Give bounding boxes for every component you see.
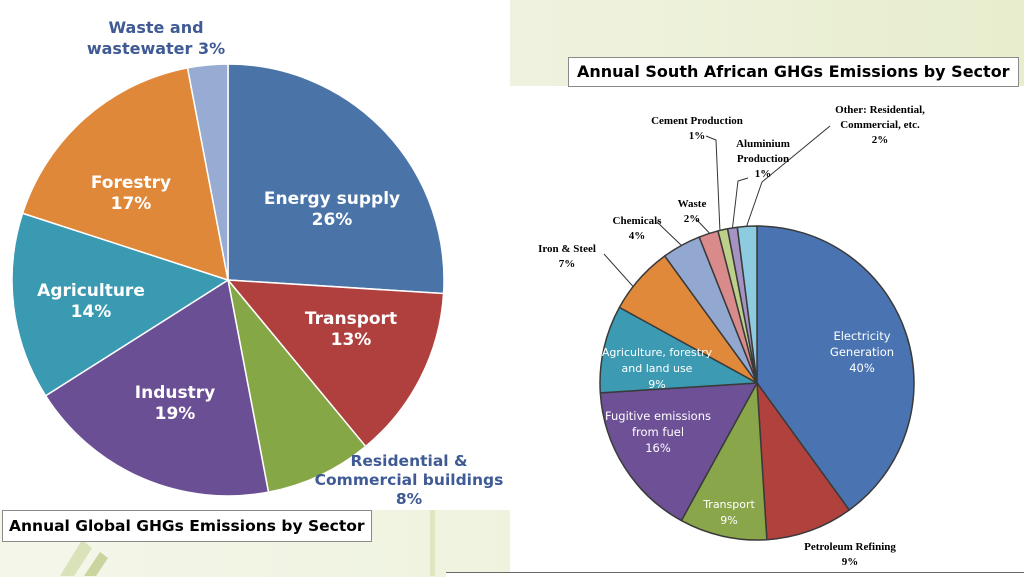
leader-line-other [745,125,831,229]
label-cement-production: Cement Production 1% [651,115,743,142]
label-petroleum-refining-line-2: 9% [842,556,859,568]
label-waste-line-1: Waste [678,198,707,210]
label-other-residential: Other: Residential, Commercial, etc. 2% [835,104,925,146]
label-iron-steel-line-1: Iron & Steel [538,243,596,255]
pie-slice-electricity-generation [756,225,915,511]
label-fugitive-emissions-line-2: from fuel [632,425,684,439]
label-electricity-generation-line-3: 40% [849,361,875,375]
label-industry: Industry 19% [135,383,215,424]
label-forestry-line-1: Forestry [91,173,171,193]
label-aluminium-production-line-3: 1% [755,168,772,180]
label-residential-commercial-line-3: 8% [396,490,423,508]
label-sa-agriculture-line-3: 9% [648,378,665,391]
label-electricity-generation-line-1: Electricity [833,329,890,343]
pie-slice-transport [227,279,445,448]
pie-slice-agriculture-forestry-and-land-use [599,306,758,394]
label-sa-transport: Transport 9% [702,498,755,527]
leader-line-aluminium [731,177,749,233]
label-other-residential-line-3: 2% [872,134,889,146]
label-agriculture: Agriculture 14% [37,281,145,322]
label-energy-supply-line-1: Energy supply [264,189,400,209]
label-waste-wastewater-line-2: wastewater 3% [87,39,225,58]
global-labels: Energy supply 26% Transport 13% Industry 19% A… [37,18,503,508]
label-cement-production-line-1: Cement Production [651,115,743,127]
label-chemicals-line-1: Chemicals [613,215,663,227]
label-aluminium-production-line-2: Production [737,153,789,165]
label-electricity-generation: Electricity Generation 40% [830,329,894,375]
sa-pie-chart: Electricity Generation 40% Fugitive emissio… [538,104,925,568]
label-forestry: Forestry 17% [91,173,171,214]
decor-bar [430,510,435,576]
label-global-transport: Transport 13% [305,309,397,350]
label-cement-production-line-2: 1% [689,130,706,142]
label-industry-line-2: 19% [155,404,196,424]
pie-slice-residential-commercial-buildings [227,279,367,493]
pie-slice-waste-and-wastewater [186,63,229,281]
label-sa-transport-line-2: 9% [720,514,737,527]
global-chart-panel: Energy supply 26% Transport 13% Industry 19% A… [0,0,510,510]
label-other-residential-line-1: Other: Residential, [835,104,925,116]
sa-leader-lines [603,125,831,293]
label-iron-steel: Iron & Steel 7% [538,243,596,270]
decor-stroke-2 [84,552,108,576]
leader-line-iron [603,253,639,293]
label-forestry-line-2: 17% [111,194,152,214]
label-aluminium-production: Aluminium Production 1% [736,138,790,180]
pie-slice-energy-supply [227,63,445,295]
label-industry-line-1: Industry [135,383,215,403]
global-chart-title: Annual Global GHGs Emissions by Sector [2,510,372,542]
label-petroleum-refining: Petroleum Refining 9% [804,541,896,568]
label-agriculture-line-1: Agriculture [37,281,145,301]
pie-slice-petroleum-refining [756,382,851,541]
sa-labels: Electricity Generation 40% Fugitive emissio… [538,104,925,568]
pie-slice-forestry [21,67,229,281]
pie-slice-other-residential-commercial-etc [736,225,758,384]
decor-stroke-1 [60,540,92,576]
leader-line-chemicals [656,221,683,247]
label-residential-commercial-line-2: Commercial buildings [315,471,504,489]
label-chemicals-line-2: 4% [629,230,646,242]
sa-slices [599,225,915,541]
label-global-transport-line-1: Transport [305,309,397,329]
pie-slice-transport [680,382,768,541]
label-energy-supply-line-2: 26% [312,210,353,230]
divider-line [446,572,1024,577]
label-aluminium-production-line-1: Aluminium [736,138,790,150]
sa-chart-title: Annual South African GHGs Emissions by S… [568,57,1019,87]
label-waste-wastewater-line-1: Waste and [108,18,203,37]
label-waste: Waste 2% [678,198,707,225]
label-sa-agriculture: Agriculture, forestry and land use 9% [602,346,713,391]
label-waste-line-2: 2% [684,213,701,225]
global-pie-chart: Energy supply 26% Transport 13% Industry 19% A… [11,18,503,508]
label-other-residential-line-2: Commercial, etc. [840,119,920,131]
label-petroleum-refining-line-1: Petroleum Refining [804,541,896,553]
leader-line-cement [705,135,721,233]
global-slices [11,63,445,497]
label-electricity-generation-line-2: Generation [830,345,894,359]
label-chemicals: Chemicals 4% [613,215,663,242]
label-fugitive-emissions-line-3: 16% [645,441,671,455]
label-agriculture-line-2: 14% [71,302,112,322]
label-waste-wastewater: Waste and wastewater 3% [87,18,225,58]
label-sa-agriculture-line-2: and land use [622,362,693,375]
label-energy-supply: Energy supply 26% [264,189,400,230]
label-iron-steel-line-2: 7% [559,258,576,270]
label-global-transport-line-2: 13% [331,330,372,350]
sa-chart-panel: Electricity Generation 40% Fugitive emissio… [510,86,1024,576]
label-residential-commercial: Residential & Commercial buildings 8% [315,452,504,508]
pie-slice-fugitive-emissions-from-fuel [599,382,758,522]
pie-slice-agriculture [11,212,229,397]
label-sa-transport-line-1: Transport [702,498,755,511]
label-fugitive-emissions-line-1: Fugitive emissions [605,409,711,423]
label-fugitive-emissions: Fugitive emissions from fuel 16% [605,409,711,455]
pie-slice-industry [44,279,270,497]
label-sa-agriculture-line-1: Agriculture, forestry [602,346,713,359]
label-residential-commercial-line-1: Residential & [350,452,467,470]
